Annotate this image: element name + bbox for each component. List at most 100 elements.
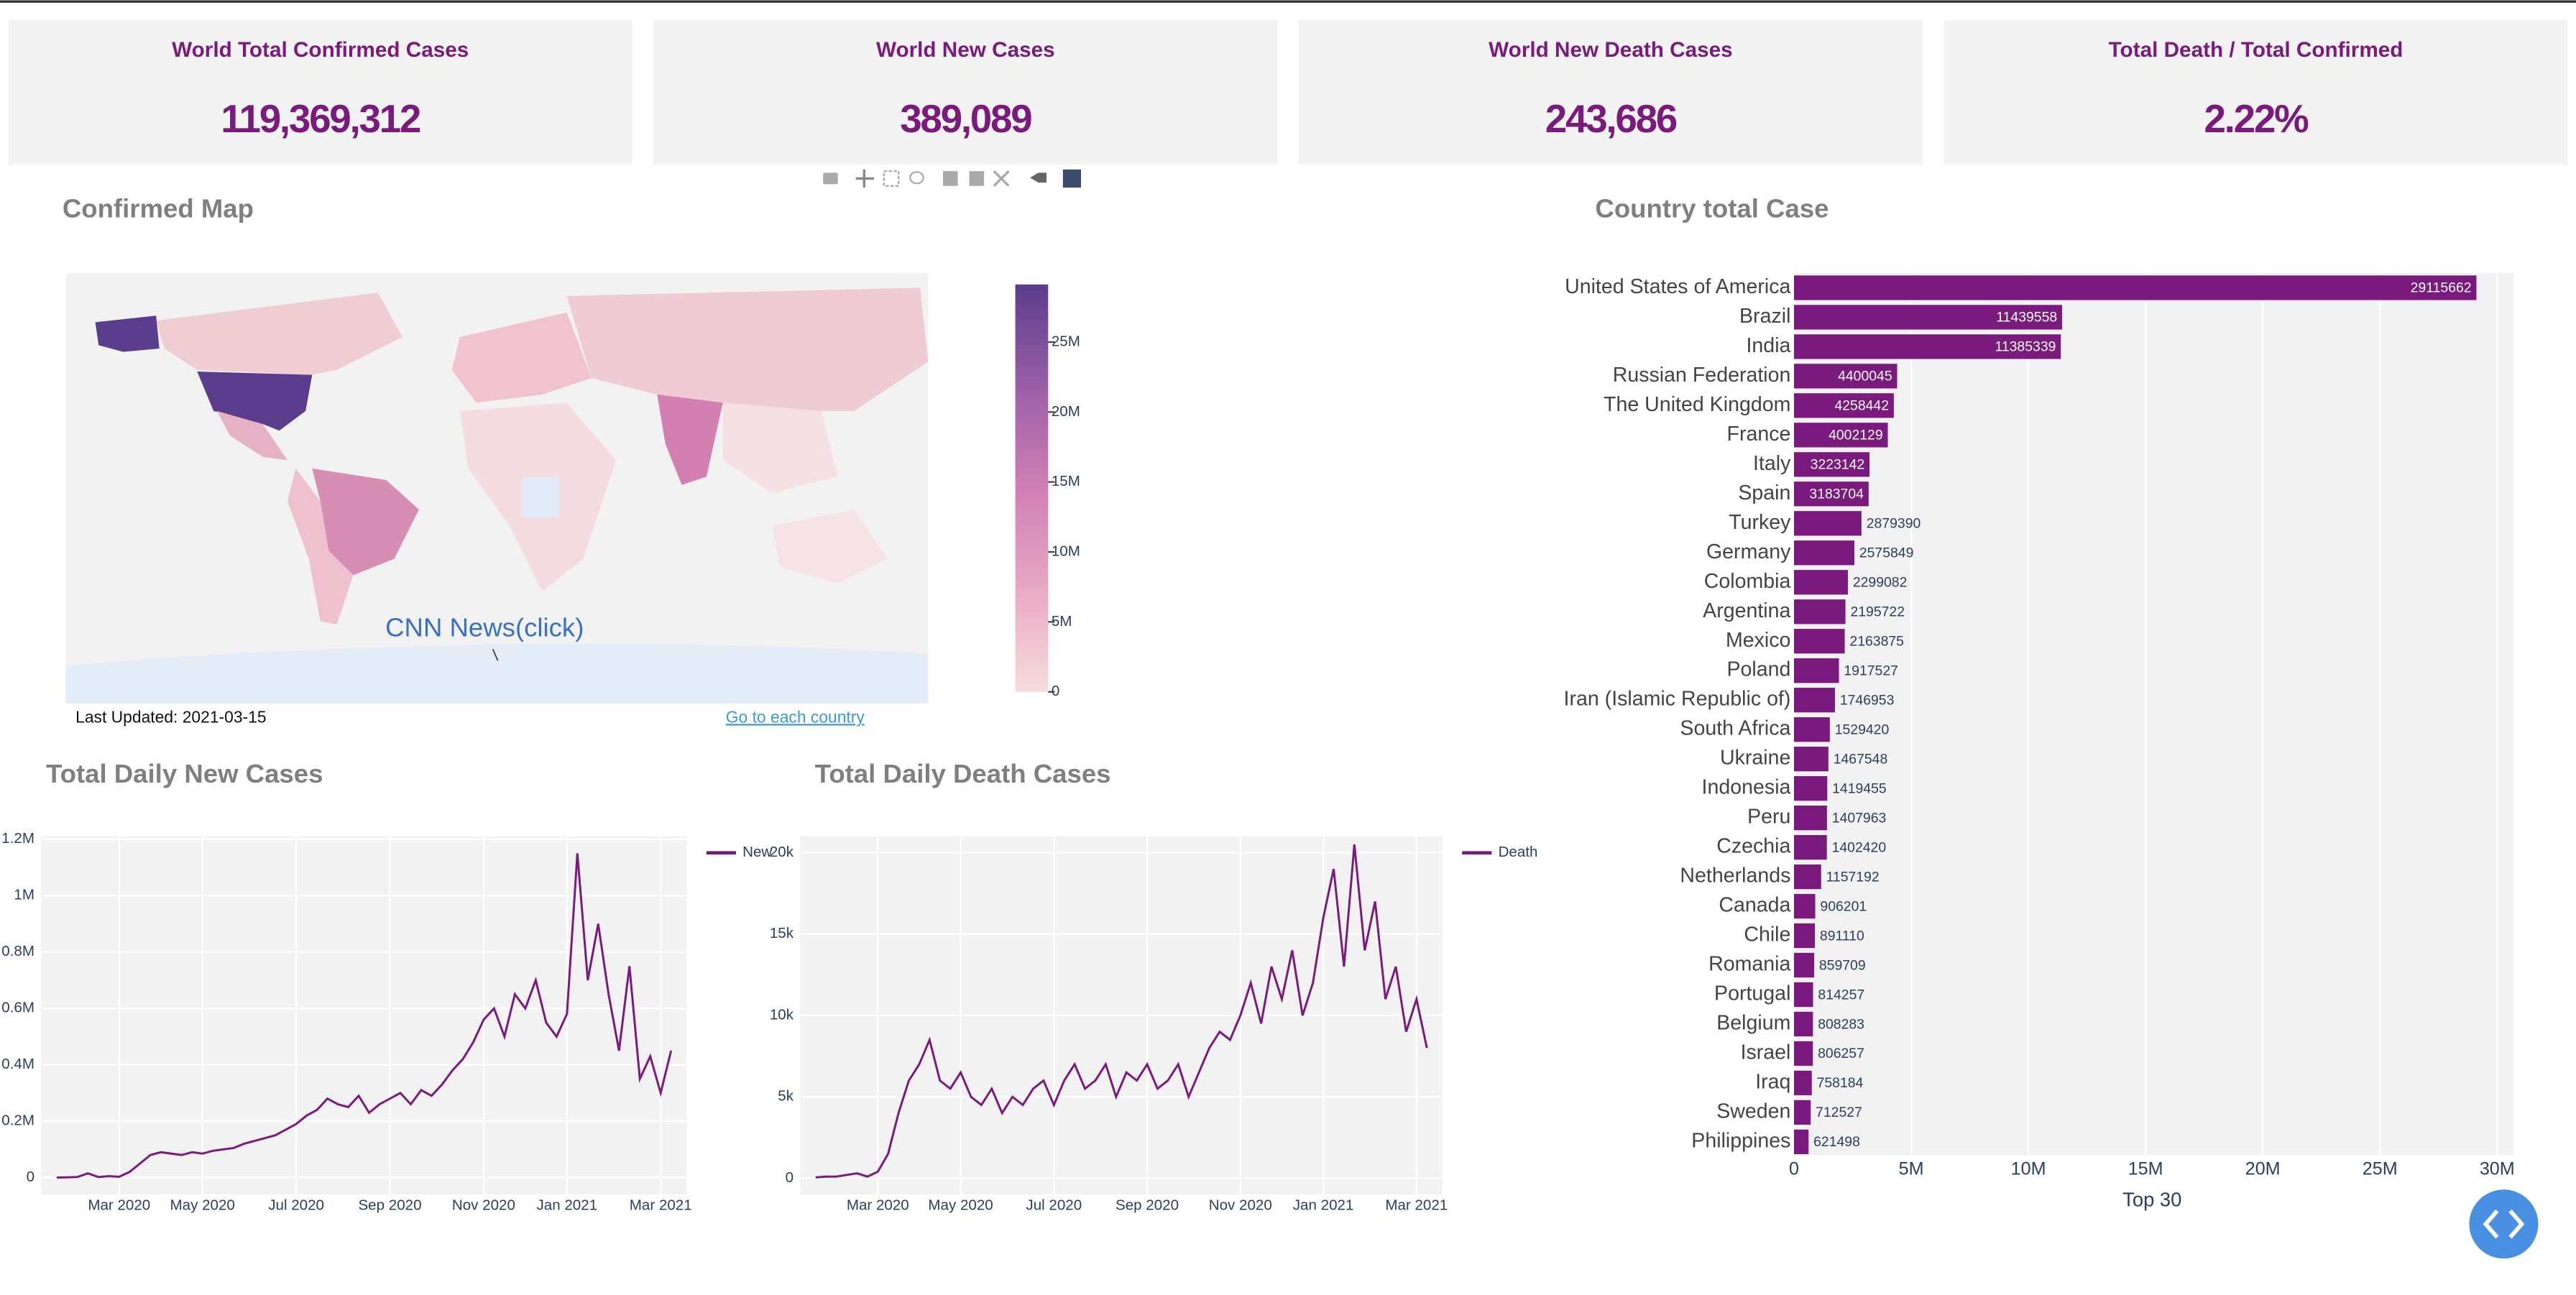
bar <box>1794 570 1848 595</box>
y-tick-label: 1.2M <box>1 830 34 847</box>
y-tick-label: Sweden <box>1716 1100 1790 1123</box>
y-tick-label: 1M <box>14 887 34 903</box>
y-tick-label: The United Kingdom <box>1604 393 1790 416</box>
map-annotation[interactable]: CNN News(click) <box>385 613 584 642</box>
y-tick-label: Indonesia <box>1702 776 1791 799</box>
top-border <box>0 0 2576 3</box>
last-updated: Last Updated: 2021-03-15 <box>75 707 266 726</box>
legend-label: Death <box>1499 844 1538 860</box>
map-title: Confirmed Map <box>63 194 254 223</box>
colorbar-tick-label: 10M <box>1052 543 1080 559</box>
map-canada <box>156 292 402 375</box>
y-tick-label: Iraq <box>1755 1071 1790 1094</box>
bar <box>1794 717 1830 742</box>
y-tick-label: Belgium <box>1716 1012 1790 1035</box>
bar <box>1794 1041 1813 1066</box>
y-tick-label: Peru <box>1747 806 1790 829</box>
bar <box>1794 393 1894 418</box>
map-europe <box>451 312 592 403</box>
colorbar-tick-label: 15M <box>1052 473 1080 489</box>
x-tick-label: Sep 2020 <box>1116 1197 1179 1214</box>
card-title: World New Cases <box>876 38 1055 62</box>
y-tick-label: Israel <box>1741 1041 1791 1064</box>
value-label: 859709 <box>1819 957 1866 973</box>
map-mexico <box>216 410 288 461</box>
map-australia <box>772 510 888 584</box>
map-russia-asia <box>566 287 929 411</box>
icon-zoom-in[interactable] <box>943 171 958 186</box>
colorbar-tick-label: 5M <box>1052 613 1072 630</box>
value-label: 712527 <box>1816 1105 1862 1120</box>
line <box>56 853 673 1179</box>
bar <box>1794 982 1813 1008</box>
card <box>653 19 1278 165</box>
chart-title: Country total Case <box>1595 194 1828 223</box>
x-tick-label: Mar 2021 <box>1385 1197 1448 1214</box>
y-tick-label: Portugal <box>1714 982 1790 1005</box>
y-tick-label: 10k <box>770 1006 794 1023</box>
bar <box>1794 452 1870 477</box>
value-label: 1917527 <box>1844 663 1898 678</box>
y-tick-label: 20k <box>770 844 794 860</box>
y-tick-label: Czechia <box>1716 835 1790 858</box>
y-tick-label: Germany <box>1706 540 1791 563</box>
icon-select[interactable] <box>883 170 900 187</box>
icon-zoom-out[interactable] <box>969 171 985 186</box>
bar <box>1794 775 1828 801</box>
y-tick-label: Brazil <box>1739 305 1790 328</box>
icon-pan[interactable] <box>855 169 874 188</box>
x-tick-label: 10M <box>2011 1158 2046 1179</box>
colorbar-tick-label: 0 <box>1052 683 1059 699</box>
chart-title: Total Daily Death Cases <box>815 759 1111 788</box>
x-tick-label: 5M <box>1899 1158 1924 1179</box>
y-tick-label: 0 <box>786 1169 794 1186</box>
colorbar-tick-label: 25M <box>1052 333 1080 349</box>
value-label: 758184 <box>1817 1075 1864 1091</box>
y-tick-label: Canada <box>1719 894 1790 917</box>
y-tick-label: Poland <box>1726 658 1790 681</box>
code-button[interactable] <box>2469 1189 2539 1259</box>
map-alaska <box>95 315 160 352</box>
icon-lasso[interactable] <box>909 171 924 185</box>
y-tick-label: Italy <box>1753 452 1791 475</box>
y-tick-label: South Africa <box>1680 717 1790 740</box>
x-tick-label: 25M <box>2363 1158 2398 1179</box>
toolbar <box>823 169 1081 188</box>
y-tick-label: Ukraine <box>1720 747 1790 770</box>
bar <box>1794 923 1816 949</box>
y-tick-label: 0 <box>27 1169 34 1185</box>
x-tick-label: Mar 2021 <box>630 1197 692 1214</box>
icon-camera[interactable] <box>823 172 838 185</box>
y-tick-label: Iran (Islamic Republic of) <box>1564 688 1791 711</box>
value-label: 906201 <box>1820 898 1867 914</box>
x-tick-label: 20M <box>2245 1158 2281 1179</box>
x-tick-label: Mar 2020 <box>847 1197 909 1214</box>
y-tick-label: Netherlands <box>1680 865 1790 888</box>
country-link[interactable]: Go to each country <box>726 707 865 726</box>
value-label: 1467548 <box>1834 751 1888 767</box>
icon-reset[interactable] <box>993 170 1010 187</box>
value-label: 1407963 <box>1832 810 1887 826</box>
icon-hover[interactable] <box>1030 172 1046 183</box>
bar <box>1794 599 1846 625</box>
y-tick-label: 0.4M <box>1 1056 34 1072</box>
y-tick-label: Turkey <box>1729 511 1791 534</box>
map-no-data <box>522 476 559 518</box>
map-south-america <box>288 468 354 625</box>
value-label: 2575849 <box>1859 545 1914 561</box>
x-tick-label: Mar 2020 <box>88 1197 150 1214</box>
bar <box>1794 540 1854 566</box>
legend-label: New <box>742 844 772 860</box>
y-tick-label: Argentina <box>1703 599 1790 622</box>
bar <box>1794 629 1845 654</box>
y-tick-label: United States of America <box>1565 275 1790 298</box>
map-antarctica <box>65 643 929 704</box>
icon-plotly[interactable] <box>1062 169 1081 188</box>
code-icon <box>2483 1209 2525 1239</box>
map-east-asia <box>722 402 838 494</box>
colorbar-tick-label: 20M <box>1052 403 1080 420</box>
value-label: 29115662 <box>2411 280 2472 296</box>
y-tick-label: 15k <box>770 925 794 941</box>
